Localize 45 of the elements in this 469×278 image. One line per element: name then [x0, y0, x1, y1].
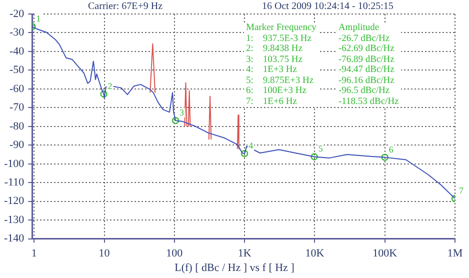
annotation: 5: 9.875E+3 Hz: [244, 76, 318, 86]
annotation: Marker Frequency: [244, 23, 318, 34]
y-tick-label: -30: [9, 26, 25, 39]
annotation: -96.16 dBc/Hz: [336, 76, 401, 86]
x-tick-label: 100K: [372, 247, 398, 260]
chart-subtitle: 16 Oct 2009 10:24:14 - 10:25:15: [262, 1, 394, 12]
annotation: Amplitude: [336, 23, 401, 34]
y-tick-label: -110: [4, 176, 25, 188]
x-tick-label: 1M: [447, 247, 463, 260]
x-tick-label: 10K: [305, 247, 324, 260]
y-tick-label: -60: [9, 82, 25, 95]
annotation: -96.5 dBc/Hz: [336, 86, 401, 96]
annotation: 7: 1E+6 Hz: [244, 96, 318, 107]
y-tick-label: -100: [4, 158, 25, 170]
annotation: 6: 100E+3 Hz: [244, 86, 318, 96]
annotation: 2: 9.8438 Hz: [244, 44, 318, 54]
annotation: 1: 937.5E-3 Hz: [244, 34, 318, 44]
y-tick-label: -20: [9, 8, 25, 20]
x-tick-label: 10: [98, 247, 110, 260]
y-tick-label: -80: [9, 120, 25, 132]
annotation: -76.89 dBc/Hz: [336, 54, 401, 65]
x-tick-label: 1K: [238, 247, 252, 260]
annotation: 7: [459, 186, 464, 196]
annotation: 5: [318, 144, 324, 154]
y-tick-label: -70: [9, 102, 25, 114]
annotation: 6: [388, 144, 394, 154]
annotation: -118.53 dBc/Hz: [336, 96, 401, 107]
annotation: 1: [36, 14, 41, 24]
y-tick-label: -120: [4, 195, 25, 208]
annotation: -62.69 dBc/Hz: [336, 44, 401, 54]
annotation: 3: [180, 108, 185, 118]
chart-title: Carrier: 67E+9 Hz: [88, 1, 163, 12]
y-tick-label: -50: [9, 64, 25, 76]
y-tick-label: -130: [4, 214, 25, 226]
annotation: 4: [248, 140, 254, 151]
annotation: 3: 103.75 Hz: [244, 54, 318, 65]
y-tick-label: -140: [4, 232, 25, 245]
annotation: -94.47 dBc/Hz: [336, 65, 401, 76]
x-tick-label: 1: [31, 247, 37, 260]
x-tick-label: 100: [166, 247, 184, 260]
y-tick-label: -40: [9, 45, 25, 58]
annotation: -26.7 dBc/Hz: [336, 34, 401, 44]
annotation: 4: 1E+3 Hz: [244, 65, 318, 76]
y-tick-label: -90: [9, 139, 25, 152]
x-axis-title: L(f) [ dBc / Hz ] vs f [ Hz ]: [174, 262, 296, 274]
